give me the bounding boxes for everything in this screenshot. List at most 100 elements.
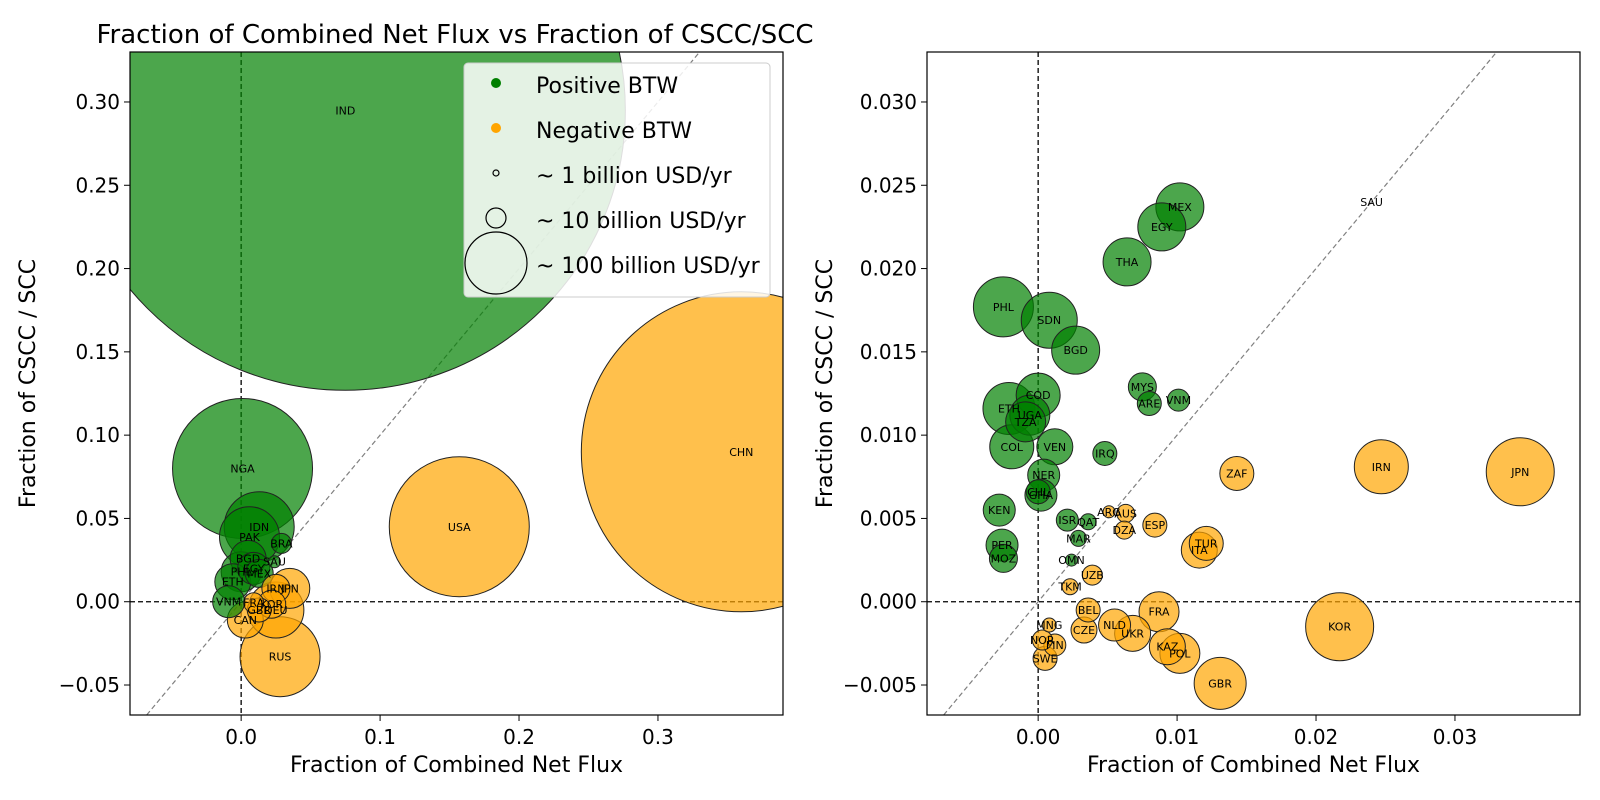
point-label-col: COL bbox=[1001, 441, 1024, 454]
point-label-moz: MOZ bbox=[991, 552, 1017, 565]
point-label-vnm: VNM bbox=[216, 596, 241, 609]
point-label-bra: BRA bbox=[270, 537, 293, 550]
point-label-bel: BEL bbox=[1078, 604, 1099, 617]
bubble-bgd bbox=[1051, 325, 1101, 375]
point-label-jpn: JPN bbox=[280, 582, 299, 595]
y-tick-label: 0.020 bbox=[860, 257, 917, 281]
bubble-gbr bbox=[1193, 656, 1247, 710]
point-label-uga: UGA bbox=[1018, 409, 1043, 422]
x-tick-label: 0.2 bbox=[503, 725, 535, 749]
legend-marker-size bbox=[485, 207, 507, 229]
bubble-isr bbox=[1055, 508, 1079, 532]
point-label-nld: NLD bbox=[1103, 619, 1126, 632]
point-label-fin: FIN bbox=[1046, 639, 1064, 652]
y-tick-label: 0.00 bbox=[75, 590, 120, 614]
point-label-jpn: JPN bbox=[1510, 466, 1529, 479]
point-label-sau: SAU bbox=[1360, 196, 1383, 209]
point-label-pak: PAK bbox=[239, 531, 260, 544]
point-label-mar: MAR bbox=[1066, 532, 1091, 545]
point-label-egy: EGY bbox=[243, 562, 265, 575]
point-label-pol: POL bbox=[1169, 647, 1191, 660]
x-tick-label: 0.1 bbox=[364, 725, 396, 749]
x-tick-label: 0.3 bbox=[642, 725, 674, 749]
point-label-ukr: UKR bbox=[1121, 627, 1144, 640]
bubble-tur bbox=[1188, 525, 1224, 561]
point-label-irn: IRN bbox=[1372, 461, 1391, 474]
point-label-ner: NER bbox=[1032, 469, 1055, 482]
x-axis-label: Fraction of Combined Net Flux bbox=[1087, 753, 1420, 778]
point-label-mys: MYS bbox=[1131, 381, 1154, 394]
legend-box bbox=[463, 62, 771, 298]
y-tick-label: 0.10 bbox=[75, 423, 120, 447]
point-label-esp: ESP bbox=[1145, 519, 1166, 532]
bubble-fra bbox=[243, 592, 265, 614]
point-label-tur: TUR bbox=[1194, 537, 1218, 550]
x-tick-label: 0.00 bbox=[1016, 725, 1061, 749]
point-label-eth: ETH bbox=[998, 402, 1020, 415]
y-tick-label: 0.010 bbox=[860, 423, 917, 447]
point-label-dza: DZA bbox=[1113, 524, 1137, 537]
legend-marker-positive bbox=[491, 78, 501, 88]
bubble-irn bbox=[1353, 439, 1409, 495]
point-label-mng: MNG bbox=[1036, 619, 1062, 632]
legend-marker-size bbox=[464, 231, 528, 295]
point-label-chn: CHN bbox=[729, 446, 753, 459]
point-label-mex: MEX bbox=[247, 567, 271, 580]
y-tick-label: 0.030 bbox=[860, 90, 917, 114]
point-label-eth: ETH bbox=[222, 576, 244, 589]
bubble-tha bbox=[1102, 237, 1152, 287]
point-label-sau: SAU bbox=[263, 556, 286, 569]
point-label-cze: CZE bbox=[1073, 624, 1095, 637]
right-panel: JPN KOR PHL SDN IRN ETH GBR MEX EGY THA BGD COD COL U… bbox=[813, 51, 1581, 778]
legend-label: Negative BTW bbox=[536, 119, 692, 144]
point-label-ita: ITA bbox=[1191, 544, 1208, 557]
point-label-tza: TZA bbox=[1014, 416, 1037, 429]
bubble-tkm bbox=[1061, 578, 1079, 596]
bubble-uzb bbox=[1081, 564, 1103, 586]
point-label-phl: PHL bbox=[993, 301, 1015, 314]
legend-label: ~ 10 billion USD/yr bbox=[536, 209, 747, 234]
point-label-aus: AUS bbox=[1114, 507, 1137, 520]
legend-label: ~ 100 billion USD/yr bbox=[536, 254, 761, 279]
point-label-zaf: ZAF bbox=[1226, 467, 1247, 480]
bubble-bel bbox=[1075, 597, 1101, 623]
chart-title: Fraction of Combined Net Flux vs Fractio… bbox=[96, 20, 813, 50]
bubble-are bbox=[1136, 390, 1162, 416]
y-axis-label: Fraction of CSCC / SCC bbox=[16, 259, 41, 508]
point-label-mex: MEX bbox=[1168, 201, 1192, 214]
bubble-egy bbox=[1137, 202, 1187, 252]
legend-label: ~ 1 billion USD/yr bbox=[536, 164, 733, 189]
point-label-ind: IND bbox=[335, 104, 355, 117]
bubble-chl bbox=[1025, 479, 1051, 505]
point-label-bgd: BGD bbox=[236, 552, 260, 565]
x-tick-label: 0.03 bbox=[1433, 725, 1478, 749]
bubble-arg bbox=[1102, 505, 1116, 519]
point-label-chl: CHL bbox=[1027, 486, 1050, 499]
axes-frame bbox=[926, 51, 1581, 716]
y-tick-label: −0.05 bbox=[59, 673, 120, 697]
legend-label: Positive BTW bbox=[536, 74, 678, 99]
x-tick-label: 0.0 bbox=[225, 725, 257, 749]
x-tick-label: 0.01 bbox=[1155, 725, 1200, 749]
point-label-phl: PHL bbox=[231, 566, 253, 579]
point-label-ven: VEN bbox=[1043, 441, 1066, 454]
point-label-tha: THA bbox=[1115, 256, 1139, 269]
point-label-idn: IDN bbox=[249, 521, 269, 534]
point-label-vnm: VNM bbox=[1166, 394, 1191, 407]
point-label-swe: SWE bbox=[1033, 652, 1058, 665]
point-label-usa: USA bbox=[448, 521, 471, 534]
point-label-irn: IRN bbox=[266, 582, 285, 595]
bubble-omn bbox=[1064, 553, 1078, 567]
point-label-gbr: GBR bbox=[1208, 677, 1232, 690]
point-label-are: ARE bbox=[1138, 397, 1160, 410]
point-label-fra: FRA bbox=[243, 597, 265, 610]
x-tick-label: 0.02 bbox=[1294, 725, 1339, 749]
bubble-vnm bbox=[1166, 388, 1190, 412]
legend-marker-negative bbox=[491, 123, 501, 133]
point-label-kor: KOR bbox=[1328, 621, 1351, 634]
bubble-qat bbox=[1079, 513, 1097, 531]
point-label-gbr: GBR bbox=[247, 604, 271, 617]
point-label-omn: OMN bbox=[1058, 554, 1084, 567]
bubble-moz bbox=[988, 543, 1018, 573]
